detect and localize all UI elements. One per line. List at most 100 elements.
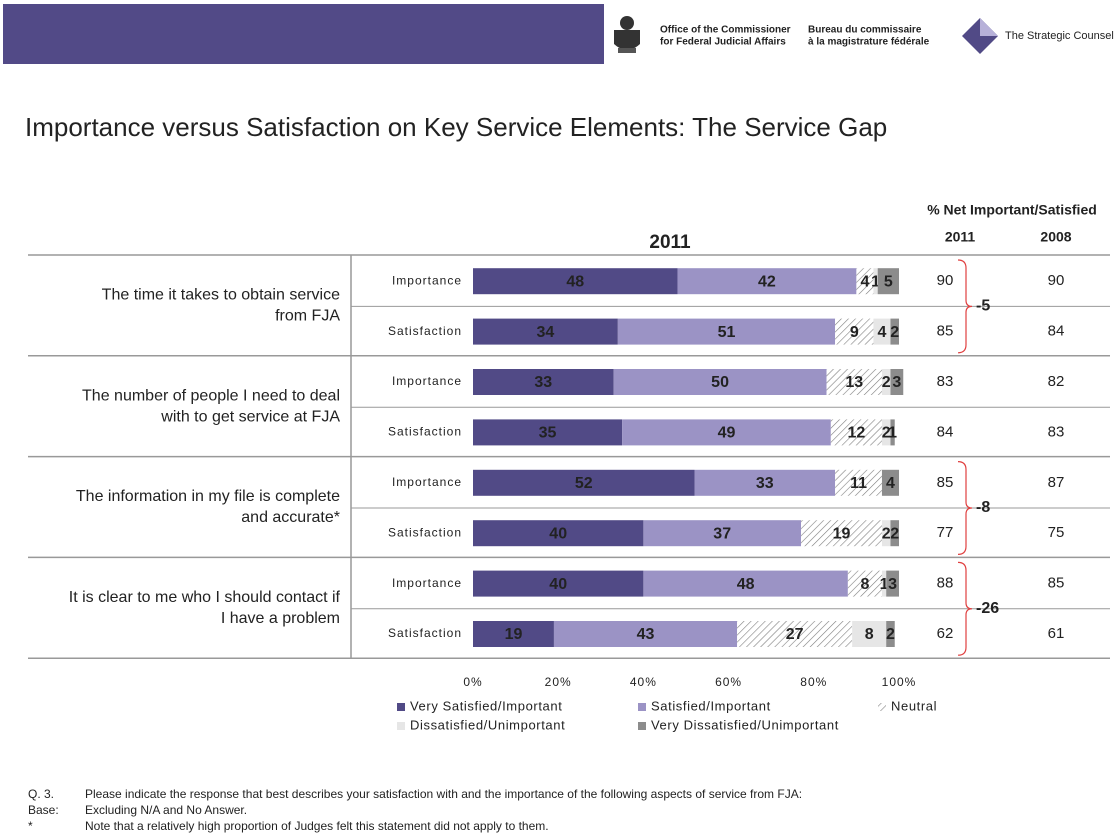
segment-label: 5 bbox=[884, 273, 893, 290]
item-label: from FJA bbox=[275, 308, 340, 325]
net-value: 84 bbox=[1048, 323, 1065, 340]
legend-label: Satisfied/Important bbox=[651, 698, 771, 713]
crest bbox=[614, 16, 640, 53]
category-label: Importance bbox=[392, 273, 462, 287]
bar-segment bbox=[847, 570, 882, 597]
bar-segment bbox=[473, 268, 678, 295]
x-tick-label: 0% bbox=[463, 675, 482, 689]
item-label: The time it takes to obtain service bbox=[102, 287, 340, 304]
bar-segment bbox=[881, 520, 891, 547]
segment-label: 33 bbox=[534, 374, 552, 391]
bar-segment bbox=[881, 469, 899, 496]
category-label: Importance bbox=[392, 475, 462, 489]
segment-label: 51 bbox=[718, 324, 736, 341]
legend-swatch bbox=[638, 703, 646, 711]
segment-label: 13 bbox=[845, 374, 863, 391]
segment-label: 4 bbox=[860, 273, 869, 290]
footnote-text: Excluding N/A and No Answer. bbox=[85, 803, 247, 817]
x-tick-label: 60% bbox=[715, 675, 742, 689]
net-header: % Net Important/Satisfied bbox=[927, 202, 1097, 218]
gap-label: -5 bbox=[976, 298, 990, 315]
segment-label: 19 bbox=[505, 626, 523, 643]
bar-segment bbox=[473, 469, 695, 496]
net-value: 87 bbox=[1048, 474, 1065, 491]
segment-label: 27 bbox=[786, 626, 804, 643]
bar-segment bbox=[677, 268, 857, 295]
office-fr: Bureau du commissaire bbox=[808, 25, 922, 36]
bar-segment bbox=[801, 520, 882, 547]
x-tick-label: 20% bbox=[545, 675, 572, 689]
bar-segment bbox=[890, 419, 895, 446]
segment-label: 1 bbox=[871, 273, 880, 290]
item-label: with to get service at FJA bbox=[160, 408, 340, 425]
bar-segment bbox=[473, 419, 623, 446]
bar-segment bbox=[473, 520, 644, 547]
bar-segment bbox=[613, 369, 827, 395]
segment-label: 12 bbox=[848, 425, 866, 442]
segment-label: 4 bbox=[886, 475, 895, 492]
bar-segment bbox=[890, 520, 899, 547]
net-value: 82 bbox=[1048, 373, 1065, 390]
segment-label: 3 bbox=[888, 576, 897, 593]
legend-label: Dissatisfied/Unimportant bbox=[410, 717, 565, 732]
category-label: Satisfaction bbox=[388, 626, 462, 640]
segment-label: 8 bbox=[865, 626, 874, 643]
bar-segment bbox=[881, 369, 891, 395]
segment-label: 43 bbox=[637, 626, 655, 643]
footnote-text: Note that a relatively high proportion o… bbox=[85, 819, 549, 833]
gap-label: -8 bbox=[976, 499, 990, 516]
bar-segment bbox=[835, 318, 874, 345]
bar-segment bbox=[826, 369, 882, 395]
net-value: 85 bbox=[937, 323, 954, 340]
gap-label: -26 bbox=[976, 600, 999, 617]
net-value: 83 bbox=[1048, 423, 1065, 440]
net-value: 77 bbox=[937, 524, 954, 541]
segment-label: 52 bbox=[575, 475, 593, 492]
segment-label: 11 bbox=[850, 475, 867, 492]
legend-label: Very Satisfied/Important bbox=[410, 698, 562, 713]
bar-segment bbox=[852, 621, 887, 647]
legend-swatch bbox=[397, 703, 405, 711]
item-label: The number of people I need to deal bbox=[82, 387, 340, 404]
segment-label: 48 bbox=[566, 273, 584, 290]
net-value: 84 bbox=[937, 423, 954, 440]
footnote-marker: Q. 3. bbox=[28, 787, 54, 801]
net-value: 90 bbox=[1048, 272, 1065, 289]
legend-label: Neutral bbox=[891, 698, 937, 713]
office-fr: à la magistrature fédérale bbox=[808, 37, 930, 48]
bar-segment bbox=[694, 469, 836, 496]
segment-label: 2 bbox=[886, 626, 895, 643]
category-label: Importance bbox=[392, 576, 462, 590]
item-label: The information in my file is complete bbox=[76, 488, 340, 505]
gap-bracket bbox=[957, 259, 973, 354]
office-en: for Federal Judicial Affairs bbox=[660, 37, 786, 48]
net-value: 90 bbox=[937, 272, 954, 289]
bar-segment bbox=[881, 570, 887, 597]
bar-segment bbox=[737, 621, 853, 647]
net-value: 85 bbox=[1048, 575, 1065, 592]
legend-swatch bbox=[638, 722, 646, 730]
segment-label: 37 bbox=[713, 525, 731, 542]
segment-label: 1 bbox=[888, 425, 897, 442]
segment-label: 2 bbox=[890, 324, 899, 341]
segment-label: 42 bbox=[758, 273, 776, 290]
item-label: I have a problem bbox=[221, 610, 340, 627]
segment-label: 4 bbox=[878, 324, 887, 341]
bar-segment bbox=[873, 318, 891, 345]
bar-segment bbox=[553, 621, 738, 647]
company-name: The Strategic Counsel bbox=[1005, 30, 1114, 42]
segment-label: 9 bbox=[850, 324, 859, 341]
bar-segment bbox=[890, 369, 904, 395]
bar-segment bbox=[473, 570, 644, 597]
net-value: 61 bbox=[1048, 625, 1065, 642]
bar-segment bbox=[886, 570, 899, 597]
bar-segment bbox=[886, 621, 895, 647]
category-label: Satisfaction bbox=[388, 525, 462, 539]
bar-segment bbox=[830, 419, 882, 446]
gap-bracket bbox=[957, 561, 973, 656]
bar-segment bbox=[835, 469, 882, 496]
footnote-marker: Base: bbox=[28, 803, 59, 817]
segment-label: 2 bbox=[882, 374, 891, 391]
bar-segment bbox=[643, 520, 802, 547]
